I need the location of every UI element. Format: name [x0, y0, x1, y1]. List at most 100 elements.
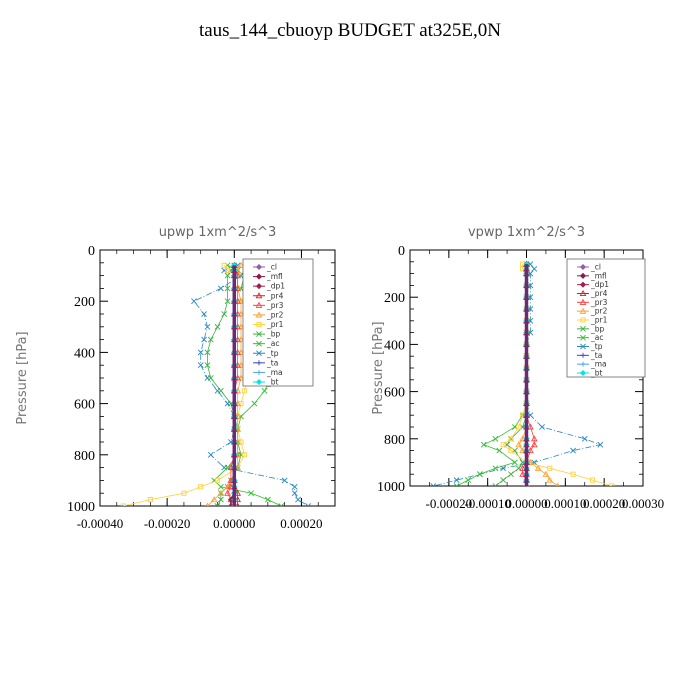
legend-label: _ta: [590, 351, 602, 360]
legend-label: _cl: [590, 263, 601, 272]
data-point-ac: [261, 387, 268, 394]
data-point-pr3: [530, 435, 538, 442]
legend-label: _ma: [590, 360, 607, 369]
legend-label: _ac: [266, 339, 279, 348]
y-tick-label: 1000: [67, 500, 95, 515]
x-tick-label: 0.00010: [544, 496, 586, 511]
data-point-pr2: [237, 348, 245, 355]
legend-marker: [579, 281, 587, 288]
y-tick-label: 600: [74, 398, 95, 413]
y-tick-label: 400: [384, 338, 405, 353]
data-point-tp: [201, 311, 207, 317]
legend-label: _pr4: [590, 289, 608, 298]
data-point-ac: [251, 400, 258, 407]
legend-label: _tp: [590, 342, 603, 351]
data-point-ac: [492, 435, 499, 442]
legend-label: _pr3: [266, 301, 284, 310]
data-point-ac: [278, 503, 285, 506]
legend-marker: [579, 369, 587, 377]
data-point-tp: [207, 451, 214, 458]
data-point-tp: [570, 447, 577, 454]
legend-marker: [579, 298, 587, 305]
data-point-pr1: [214, 477, 221, 483]
x-tick-label: 0.00020: [583, 496, 625, 511]
data-point-pr2: [237, 261, 245, 268]
y-tick-label: 0: [398, 244, 405, 259]
data-point-pr1: [120, 503, 127, 506]
data-point-pr1: [241, 388, 247, 394]
legend-marker: [580, 343, 586, 350]
legend-marker: [255, 263, 263, 271]
legend-box: [566, 258, 646, 378]
data-point-tp: [197, 349, 204, 356]
data-point-pr1: [508, 448, 514, 454]
data-point-tp: [217, 285, 224, 292]
data-point-ac: [511, 459, 518, 466]
legend-label: _mfl: [266, 272, 283, 281]
x-tick-label: 0.00020: [280, 516, 322, 531]
data-point-bp: [492, 483, 499, 486]
data-point-ac: [465, 477, 472, 484]
data-point-bp: [207, 336, 214, 343]
data-point-pr2: [224, 483, 231, 490]
data-point-tp: [197, 362, 204, 369]
data-point-bp: [224, 272, 231, 279]
data-point-pr2: [546, 476, 554, 483]
data-point-pr1: [547, 465, 553, 471]
data-point-tp: [581, 435, 588, 442]
data-point-bp: [214, 503, 221, 506]
data-point-ac: [248, 490, 254, 497]
legend-marker: [579, 307, 587, 314]
y-axis-label: Pressure [hPa]: [371, 321, 386, 414]
data-point-tp: [453, 477, 460, 484]
legend-label: _pr2: [590, 307, 608, 316]
data-point-bp: [221, 311, 228, 317]
legend: _cl_mfl_dp1_pr4_pr3_pr2_pr1_bp_ac_tp_ta_…: [242, 258, 314, 387]
legend-marker: [256, 331, 262, 338]
data-point-pr1: [508, 436, 514, 442]
data-point-bp: [500, 477, 507, 484]
data-point-tp: [201, 336, 207, 343]
data-point-pr3: [530, 441, 538, 448]
legend-marker: [579, 263, 587, 271]
legend-label: _tp: [266, 349, 279, 358]
data-point-tp: [539, 424, 545, 430]
x-tick-label: -0.00010: [464, 496, 511, 511]
data-point-ac: [492, 465, 499, 472]
legend-marker: [580, 352, 586, 358]
data-point-pr2: [217, 489, 225, 496]
legend-box: [242, 258, 314, 387]
x-tick-label: 0.00030: [622, 496, 664, 511]
legend-label: _bt: [590, 369, 603, 378]
y-tick-label: 400: [74, 346, 95, 361]
upwp-panel: upwp 1xm^2/s^3 Pressure [hPa] 0 200 400 600 80…: [15, 225, 336, 531]
data-point-bp: [217, 496, 224, 503]
y-tick-label: 800: [384, 433, 405, 448]
legend-marker: [255, 283, 263, 290]
legend-marker: [255, 292, 263, 299]
data-point-tp: [430, 483, 437, 486]
x-tick-label: 0.00000: [213, 516, 255, 531]
data-point-bp: [204, 349, 211, 356]
legend-label: _bt: [266, 378, 279, 387]
data-point-bp: [204, 362, 211, 369]
data-point-bp: [508, 471, 514, 478]
series-group: [430, 260, 615, 486]
data-point-tp: [305, 503, 312, 506]
legend: _cl_mfl_dp1_pr4_pr3_pr2_pr1_bp_ac_tp_ta_…: [566, 258, 646, 378]
legend-marker: [580, 334, 586, 341]
data-point-pr2: [555, 482, 560, 486]
legend-label: _pr4: [266, 291, 284, 300]
data-point-pr2: [237, 361, 245, 368]
data-point-ac: [264, 496, 271, 503]
data-point-pr1: [609, 483, 615, 486]
legend-marker: [256, 340, 262, 347]
legend-marker: [255, 378, 263, 386]
y-axis-label: Pressure [hPa]: [15, 331, 30, 424]
data-point-pr2: [542, 470, 550, 477]
legend-label: _bp: [590, 324, 605, 333]
data-point-ac: [480, 441, 487, 448]
data-point-pr2: [237, 374, 245, 381]
data-point-tp: [597, 441, 604, 448]
